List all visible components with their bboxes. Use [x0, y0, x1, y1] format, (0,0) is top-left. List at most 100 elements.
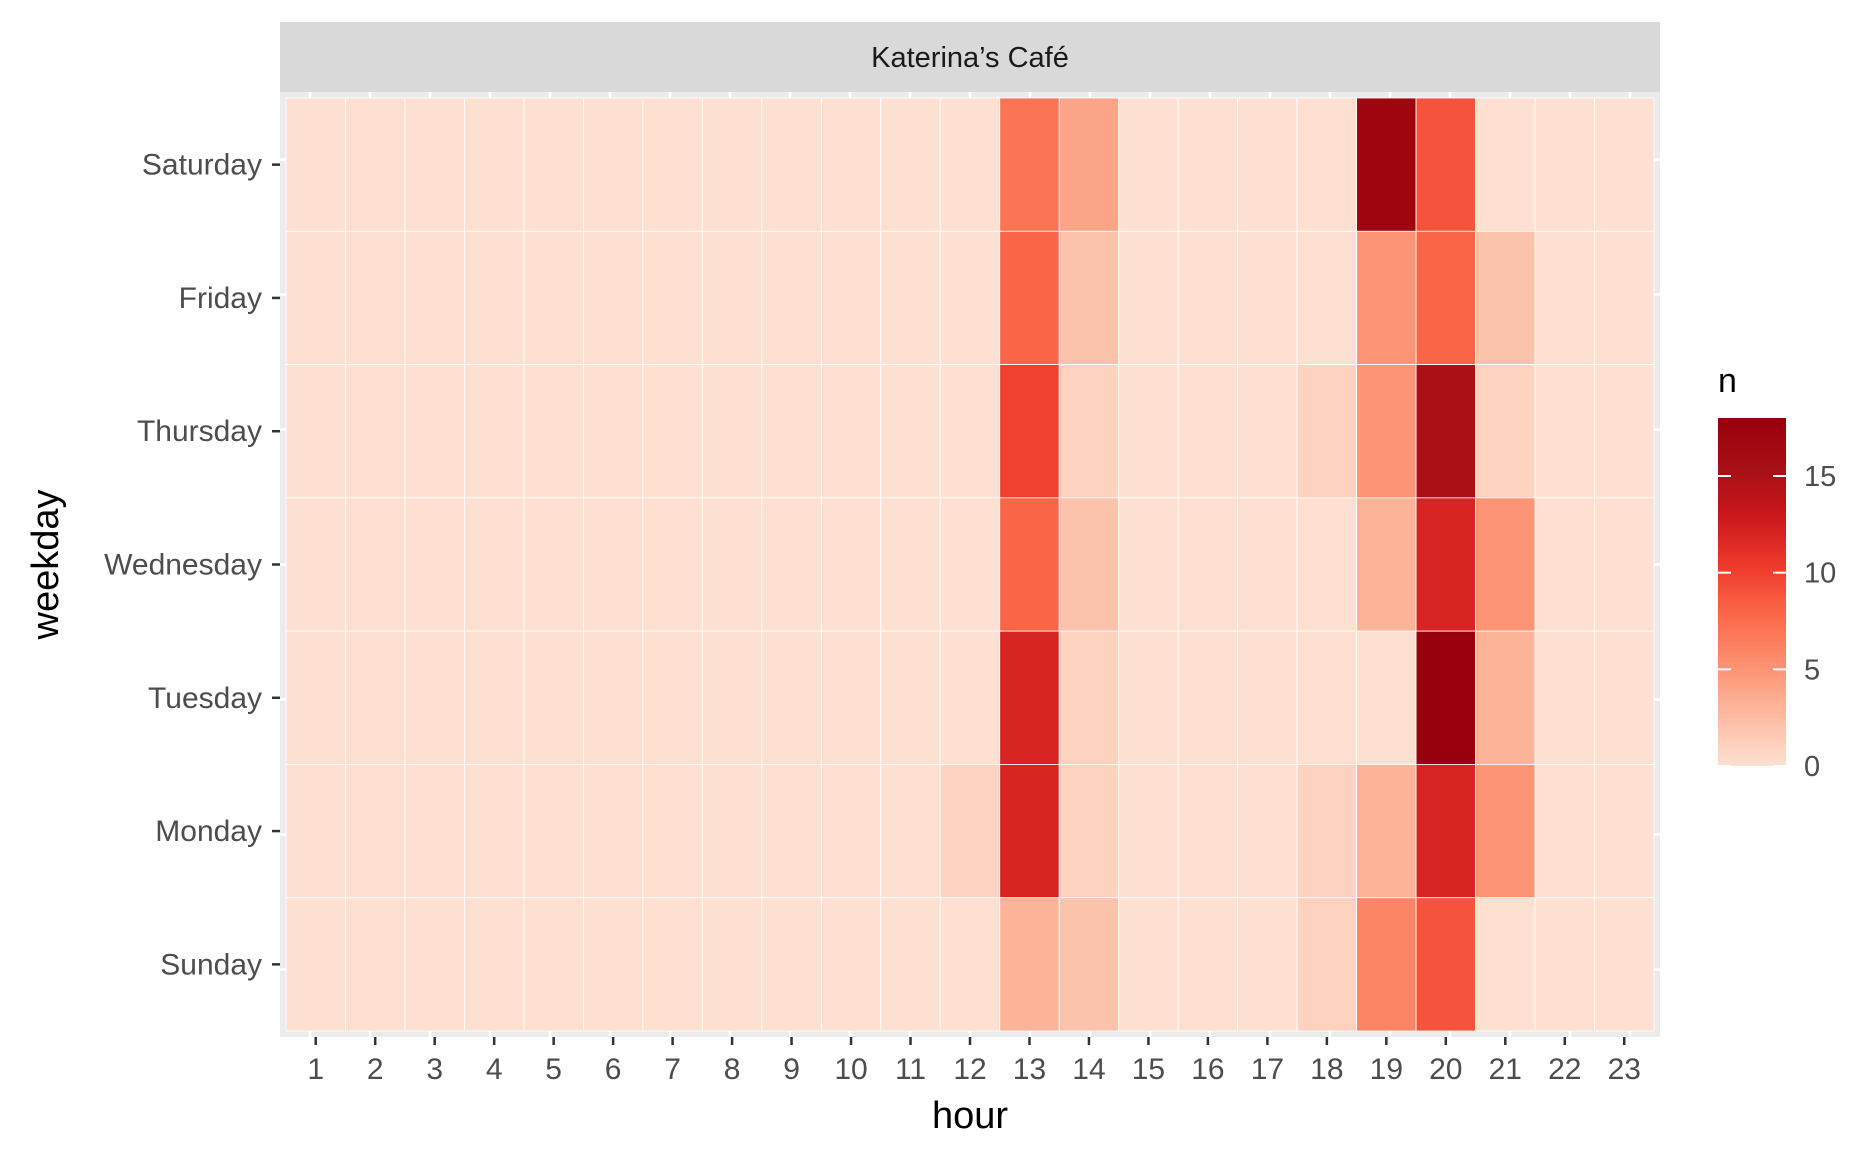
heatmap-cell	[404, 497, 465, 632]
heatmap-cell	[582, 97, 644, 232]
heatmap-cell	[1475, 630, 1536, 765]
heatmap-cell	[939, 230, 1001, 365]
y-axis-title: weekday	[25, 490, 67, 641]
heatmap-cell	[1594, 497, 1655, 632]
heatmap-cell	[1475, 364, 1536, 499]
x-tick-label: 17	[1251, 1053, 1284, 1086]
heatmap-cell	[523, 897, 584, 1032]
x-tick-label: 14	[1072, 1053, 1105, 1086]
x-tick-label: 23	[1608, 1053, 1641, 1086]
heatmap-cell	[1237, 497, 1298, 632]
x-tick-label: 7	[664, 1053, 681, 1086]
heatmap-cell	[1534, 764, 1595, 899]
heatmap-cell	[345, 897, 406, 1032]
heatmap-cell	[999, 97, 1060, 232]
heatmap-cell	[880, 497, 941, 632]
heatmap-cell	[1594, 897, 1655, 1032]
heatmap-cell	[1534, 630, 1595, 765]
heatmap-cell	[642, 764, 703, 899]
heatmap-cell	[1058, 764, 1120, 899]
heatmap-cell	[701, 97, 763, 232]
x-tick-label: 21	[1489, 1053, 1522, 1086]
heatmap-cell	[939, 97, 1001, 232]
heatmap-cell	[404, 897, 465, 1032]
heatmap-cell	[1475, 764, 1536, 899]
y-axis: Saturday Friday Thursday Wednesday Tuesday Mo…	[104, 149, 280, 981]
x-tick-label: 8	[724, 1053, 741, 1086]
legend-tick-label: 5	[1804, 654, 1820, 686]
x-tick-label: 5	[545, 1053, 562, 1086]
y-tick-label: Wednesday	[104, 549, 262, 582]
heatmap-cell	[701, 630, 763, 765]
heatmap-cell	[880, 764, 941, 899]
heatmap-cell	[1534, 97, 1595, 232]
heatmap-cell	[582, 897, 644, 1032]
heatmap-cell	[701, 497, 763, 632]
x-tick-label: 13	[1013, 1053, 1046, 1086]
legend-tick-label: 10	[1804, 558, 1836, 590]
x-tick-label: 12	[953, 1053, 986, 1086]
heatmap-cell	[1296, 897, 1358, 1032]
heatmap-cell	[761, 764, 822, 899]
x-tick-label: 20	[1429, 1053, 1462, 1086]
heatmap-cell	[1296, 97, 1358, 232]
heatmap-cell	[1177, 97, 1239, 232]
x-tick-label: 10	[834, 1053, 867, 1086]
heatmap-cell	[761, 897, 822, 1032]
heatmap-cell	[523, 497, 584, 632]
heatmap-cell	[642, 897, 703, 1032]
heatmap-cell	[1118, 497, 1179, 632]
heatmap-cell	[1356, 630, 1417, 765]
heatmap-cell	[1118, 764, 1179, 899]
heatmap-cell	[1237, 97, 1298, 232]
heatmap-cell	[1475, 897, 1536, 1032]
heatmap-cell	[1475, 97, 1536, 232]
heatmap-cell	[761, 630, 822, 765]
heatmap-cell	[582, 364, 644, 499]
heatmap-cell	[1415, 230, 1476, 365]
heatmap-cell	[701, 897, 763, 1032]
heatmap-cell	[345, 764, 406, 899]
heatmap-cell	[1177, 897, 1239, 1032]
heatmap-cell	[999, 630, 1060, 765]
heatmap-cell	[761, 364, 822, 499]
heatmap-cell	[1237, 364, 1298, 499]
heatmap-cell	[345, 364, 406, 499]
heatmap-cell	[1237, 230, 1298, 365]
heatmap-cell	[1177, 764, 1239, 899]
heatmap-cell	[1237, 630, 1298, 765]
heatmap-cell	[761, 230, 822, 365]
heatmap-cell	[1415, 897, 1476, 1032]
legend-title: n	[1718, 362, 1737, 400]
heatmap-cell	[642, 230, 703, 365]
heatmap-cell	[820, 764, 882, 899]
y-tick-label: Sunday	[160, 948, 262, 981]
legend-ticks: 0 5 10 15	[1718, 461, 1836, 783]
heatmap-cell	[582, 630, 644, 765]
heatmap-cell	[404, 230, 465, 365]
x-axis-title: hour	[932, 1095, 1008, 1137]
heatmap-cell	[404, 764, 465, 899]
heatmap-tiles	[285, 97, 1655, 1032]
heatmap-cell	[1058, 97, 1120, 232]
heatmap-cell	[1237, 764, 1298, 899]
heatmap-cell	[1415, 97, 1476, 232]
heatmap-cell	[464, 364, 525, 499]
heatmap-cell	[820, 897, 882, 1032]
heatmap-cell	[1534, 497, 1595, 632]
heatmap-cell	[761, 497, 822, 632]
heatmap-cell	[939, 497, 1001, 632]
heatmap-cell	[701, 764, 763, 899]
heatmap-cell	[523, 764, 584, 899]
x-tick-label: 1	[307, 1053, 324, 1086]
heatmap-cell	[1177, 230, 1239, 365]
heatmap-cell	[1118, 97, 1179, 232]
heatmap-cell	[464, 230, 525, 365]
legend-tick-label: 0	[1804, 751, 1820, 783]
x-tick-label: 18	[1310, 1053, 1343, 1086]
y-tick-label: Thursday	[137, 415, 262, 448]
heatmap-cell	[1415, 764, 1476, 899]
heatmap-cell	[582, 497, 644, 632]
x-tick-label: 4	[486, 1053, 503, 1086]
heatmap-cell	[404, 630, 465, 765]
